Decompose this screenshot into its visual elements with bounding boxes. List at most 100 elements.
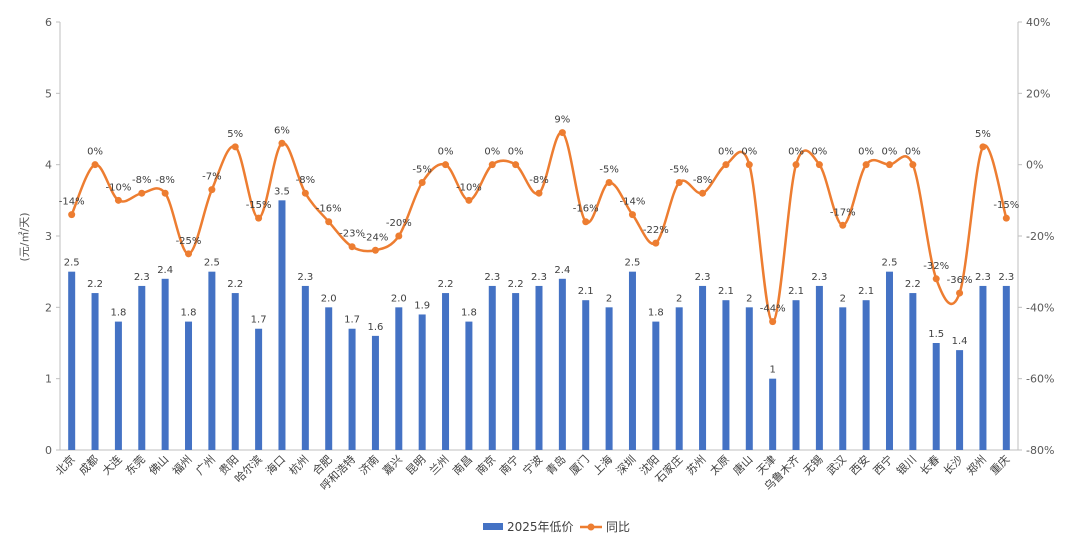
bar [114,321,122,450]
line-point [68,211,76,219]
bar [675,307,683,450]
line-point [909,161,917,169]
line-point [839,221,847,229]
line-value-label: 0% [741,147,757,158]
line-point [932,275,940,283]
bar [68,271,76,450]
bar [91,293,99,450]
line-value-label: 5% [975,129,991,140]
right-tick-label: 20% [1026,87,1050,100]
right-tick-label: 40% [1026,16,1050,29]
line-value-label: 0% [788,147,804,158]
bar [558,278,566,450]
category-label: 武汉 [824,453,849,478]
bar-value-label: 2.3 [811,272,827,283]
bar-value-label: 2.2 [438,279,454,290]
left-tick-label: 5 [45,87,52,100]
bar [348,328,356,450]
bar [885,271,893,450]
bar [535,285,543,450]
bar-value-label: 2.5 [882,258,898,269]
category-label: 郑州 [964,452,989,477]
line-point [862,161,870,169]
category-label: 西宁 [870,452,895,477]
legend-swatch-marker [587,523,595,531]
bar-value-label: 2.3 [998,272,1014,283]
category-label: 长春 [918,453,943,478]
bar-value-label: 2 [606,293,612,304]
line-value-label: -8% [155,175,174,186]
category-label: 哈尔滨 [231,452,264,485]
bar-value-label: 2.2 [508,279,524,290]
line-point [371,246,379,254]
bar [208,271,216,450]
bar-value-label: 2.0 [391,293,407,304]
category-label: 南宁 [496,452,521,477]
line-value-label: -8% [132,175,151,186]
bar [769,378,777,450]
bar [488,285,496,450]
line-value-label: -14% [59,197,85,208]
line-value-label: 0% [438,147,454,158]
category-label: 上海 [590,452,615,477]
line-point [255,214,263,222]
line-value-label: -8% [693,175,712,186]
category-label: 南京 [473,452,498,477]
line-point [161,189,169,197]
line-point [278,139,286,147]
line-point [208,186,216,194]
line-point [769,318,777,326]
line-value-label: -16% [316,204,342,215]
bar-value-label: 1.8 [461,308,477,319]
bar-value-label: 2.0 [321,293,337,304]
category-label: 成都 [76,453,101,478]
line-value-label: -7% [202,172,221,183]
line-value-label: -25% [176,236,202,247]
bar [395,307,403,450]
line-value-label: -5% [669,165,688,176]
line-point [979,143,987,151]
line-point [138,189,146,197]
bar [956,350,964,450]
legend-label-bar: 2025年低价 [507,520,574,534]
left-tick-label: 0 [45,444,52,457]
line-point [652,239,660,247]
line-point [301,189,309,197]
line-value-label: -15% [246,200,272,211]
bar [605,307,613,450]
bar-value-label: 1.5 [928,329,944,340]
line-point [675,179,683,186]
bar-value-labels: 2.5 2.2 1.8 2.3 2.4 1.8 2.5 2.2 1.7 3.5 2.3 2.0 1.7 1… [64,186,1015,375]
bar [909,293,917,450]
bar [745,307,753,450]
category-label: 石家庄 [652,452,685,485]
bar-value-label: 1 [769,365,775,376]
bar [582,300,590,450]
line-point [231,143,239,151]
category-label: 西安 [847,452,872,477]
bar-value-label: 2.4 [554,265,570,276]
category-label: 长沙 [941,453,966,478]
left-tick-label: 4 [45,159,52,172]
line-value-label: -16% [573,204,599,215]
line-point [418,179,426,186]
right-tick-label: 0% [1026,159,1043,172]
bar-value-label: 2.3 [975,272,991,283]
category-label: 重庆 [987,452,1012,477]
line-point [465,196,473,204]
line-value-label: 0% [484,147,500,158]
bar [1002,285,1010,450]
line-value-label: -15% [993,200,1019,211]
line-value-label: -20% [386,218,412,229]
bar-value-label: 2.3 [484,272,500,283]
bar [255,328,263,450]
line-point [185,250,193,258]
bar-value-label: 1.8 [110,308,126,319]
category-label: 太原 [707,453,732,478]
bar-value-label: 2 [840,293,846,304]
bar-value-label: 1.8 [181,308,197,319]
category-label: 济南 [356,452,381,477]
line-value-label: -24% [363,232,389,243]
bar-value-label: 2.3 [695,272,711,283]
